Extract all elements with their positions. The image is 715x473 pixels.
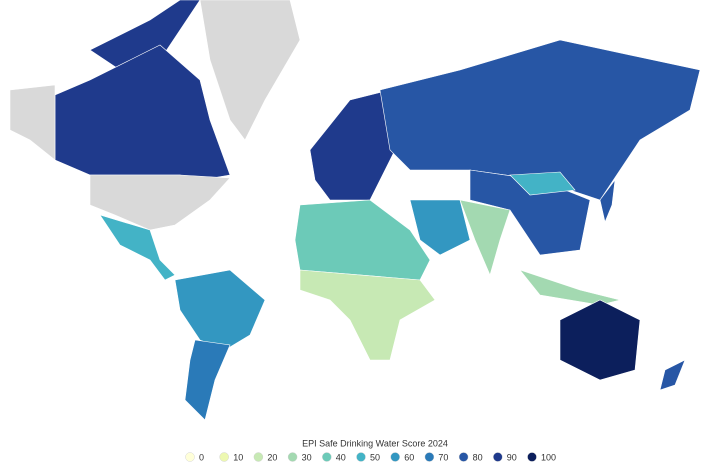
- legend-swatch: [253, 452, 264, 462]
- countries: [9, 0, 701, 421]
- legend-swatch: [493, 452, 503, 462]
- legend-label: 50: [370, 452, 380, 462]
- legend-label: 0: [199, 452, 204, 462]
- southeast-asia: [519, 269, 621, 306]
- legend-swatch: [424, 452, 435, 462]
- legend-swatch: [219, 452, 229, 462]
- legend-label: 10: [233, 452, 243, 462]
- legend-label: 30: [302, 452, 312, 462]
- legend-title: EPI Safe Drinking Water Score 2024: [302, 438, 448, 448]
- mongolia: [509, 171, 576, 196]
- legend-swatch: [356, 452, 366, 462]
- legend: 0 10 20 30 40 50 60 70 80 90 100: [185, 452, 556, 462]
- legend-swatch: [458, 452, 469, 462]
- alaska: [9, 84, 56, 161]
- south-america-south: [184, 339, 231, 421]
- legend-swatch: [287, 452, 298, 462]
- legend-label: 60: [404, 452, 414, 462]
- legend-swatch: [527, 452, 537, 462]
- south-america-north: [174, 269, 266, 351]
- legend-label: 100: [541, 452, 556, 462]
- japan: [599, 178, 616, 223]
- europe: [309, 89, 401, 201]
- north-africa: [294, 199, 431, 281]
- legend-label: 20: [267, 452, 277, 462]
- legend-label: 80: [473, 452, 483, 462]
- russia: [379, 39, 701, 201]
- greenland: [199, 0, 301, 141]
- sub-saharan-africa: [299, 269, 436, 361]
- legend-swatch: [185, 452, 195, 462]
- legend-swatch: [322, 452, 332, 462]
- mexico-central-america: [99, 214, 176, 281]
- legend-label: 40: [336, 452, 346, 462]
- australia: [559, 299, 641, 381]
- legend-label: 90: [507, 452, 517, 462]
- india: [459, 199, 511, 276]
- canada: [54, 44, 231, 181]
- legend-label: 70: [438, 452, 448, 462]
- usa: [89, 174, 231, 231]
- middle-east: [409, 199, 471, 256]
- new-zealand: [659, 359, 686, 391]
- legend-swatch: [390, 452, 400, 462]
